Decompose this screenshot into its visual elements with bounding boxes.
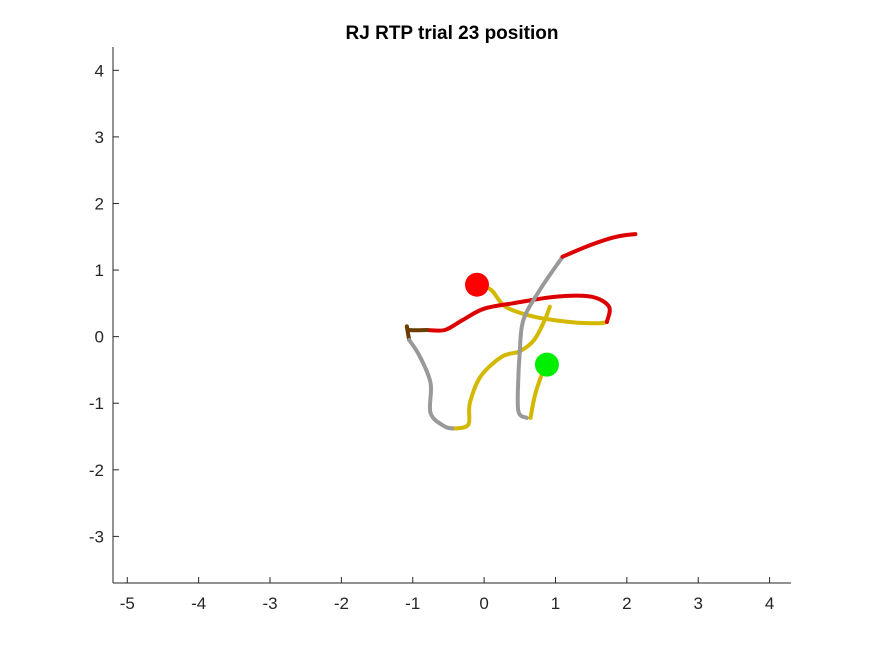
trajectory-segment-3 xyxy=(404,324,429,342)
trajectory-series xyxy=(404,232,638,431)
x-tick-label: -4 xyxy=(191,594,206,613)
trajectory-segment-1 xyxy=(475,282,609,326)
y-tick-label: 3 xyxy=(95,128,104,147)
x-tick-label: 1 xyxy=(551,594,560,613)
x-tick-label: 0 xyxy=(479,594,488,613)
x-tick-label: -3 xyxy=(262,594,277,613)
x-tick-label: 2 xyxy=(622,594,631,613)
trajectory-segment-8 xyxy=(515,349,529,420)
y-tick-label: 1 xyxy=(95,261,104,280)
y-tick-label: -2 xyxy=(89,461,104,480)
x-tick-label: -1 xyxy=(405,594,420,613)
y-tick-label: 2 xyxy=(95,194,104,213)
x-tick-label: -5 xyxy=(120,594,135,613)
plot-area: -5 -4 -3 -2 -1 0 1 2 3 4 -3 -2 -1 0 1 2 3 4 xyxy=(89,47,791,613)
x-axis-ticks: -5 -4 -3 -2 -1 0 1 2 3 4 xyxy=(120,577,774,613)
x-tick-label: 4 xyxy=(765,594,774,613)
y-tick-label: 0 xyxy=(95,328,104,347)
x-tick-label: -2 xyxy=(334,594,349,613)
trajectory-segment-5 xyxy=(453,304,552,431)
y-axis-ticks: -3 -2 -1 0 1 2 3 4 xyxy=(89,61,119,546)
trajectory-segment-4 xyxy=(407,338,458,431)
start-marker xyxy=(464,272,489,297)
chart-title: RJ RTP trial 23 position xyxy=(346,23,559,44)
y-tick-label: 4 xyxy=(95,61,104,80)
trajectory-segment-6 xyxy=(517,254,565,354)
end-marker xyxy=(534,352,559,377)
x-tick-label: 3 xyxy=(693,594,702,613)
trajectory-segment-2 xyxy=(425,293,612,333)
y-tick-label: -3 xyxy=(89,527,104,546)
trajectory-markers xyxy=(464,272,559,377)
trajectory-segment-7 xyxy=(560,232,638,259)
y-tick-label: -1 xyxy=(89,394,104,413)
